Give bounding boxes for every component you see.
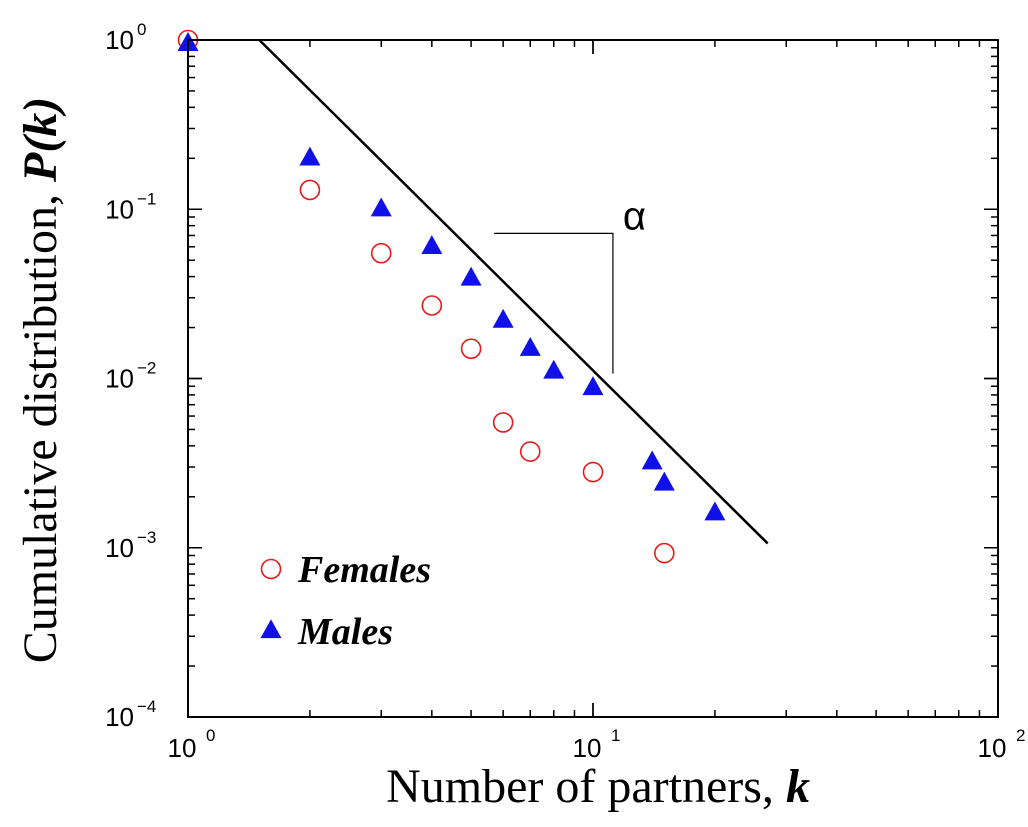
- female-data-point: [421, 295, 443, 316]
- male-data-point: [653, 471, 675, 491]
- male-data-point: [299, 146, 321, 166]
- male-data-point: [370, 197, 392, 217]
- male-data-point: [704, 501, 726, 521]
- male-data-point: [460, 266, 482, 286]
- y-axis-label-variable: P(k): [14, 97, 67, 183]
- x-axis-label: Number of partners, k: [386, 760, 810, 813]
- legend: Females Males: [260, 549, 431, 653]
- slope-label: α: [623, 194, 646, 238]
- x-axis-label-text: Number of partners,: [386, 760, 786, 813]
- female-data-point: [654, 542, 675, 564]
- male-data-point: [582, 376, 604, 396]
- legend-label-females: Females: [297, 549, 431, 591]
- male-data-point: [421, 235, 443, 254]
- x-tick-label: 10: [168, 733, 197, 763]
- y-tick-label-exponent: −3: [137, 528, 156, 547]
- legend-label-males: Males: [297, 611, 393, 653]
- x-tick-label-exponent: 1: [611, 726, 620, 745]
- y-axis-label: Cumulative distribution, P(k): [14, 97, 67, 664]
- female-data-point: [460, 338, 482, 359]
- slope-annotation: α: [494, 194, 646, 374]
- power-law-fit-line: [258, 39, 769, 545]
- tick-labels: 10 0 10 1 10 210 010 −110 −210 −310 −4: [105, 20, 1025, 763]
- female-data-point: [370, 242, 392, 264]
- data-points: [177, 29, 726, 564]
- fit-line-group: [258, 39, 769, 545]
- y-tick-label: 10: [105, 702, 134, 732]
- x-axis-label-variable: k: [786, 760, 810, 813]
- female-data-point: [519, 441, 541, 462]
- y-tick-label: 10: [105, 533, 134, 563]
- x-tick-label: 10: [978, 733, 1007, 763]
- y-tick-label: 10: [105, 364, 134, 394]
- female-data-point: [492, 412, 514, 433]
- y-tick-label-exponent: −2: [137, 359, 156, 378]
- y-axis-label-text: Cumulative distribution,: [14, 182, 67, 663]
- slope-indicator: [494, 232, 614, 374]
- y-tick-label: 10: [105, 194, 134, 224]
- female-data-point: [582, 461, 604, 483]
- female-data-point: [299, 179, 321, 201]
- x-tick-label: 10: [573, 733, 602, 763]
- y-tick-label: 10: [105, 25, 134, 55]
- legend-marker-females: [260, 558, 282, 580]
- y-tick-label-exponent: 0: [137, 20, 146, 39]
- male-data-point: [641, 450, 663, 470]
- legend-marker-males: [260, 619, 282, 639]
- y-tick-label-exponent: −1: [137, 189, 156, 208]
- male-data-point: [492, 308, 514, 328]
- male-data-point: [543, 359, 565, 379]
- male-data-point: [519, 336, 541, 356]
- x-tick-label-exponent: 0: [206, 726, 215, 745]
- plot-frame: [187, 39, 999, 718]
- x-tick-label-exponent: 2: [1016, 726, 1025, 745]
- y-tick-label-exponent: −4: [137, 697, 156, 716]
